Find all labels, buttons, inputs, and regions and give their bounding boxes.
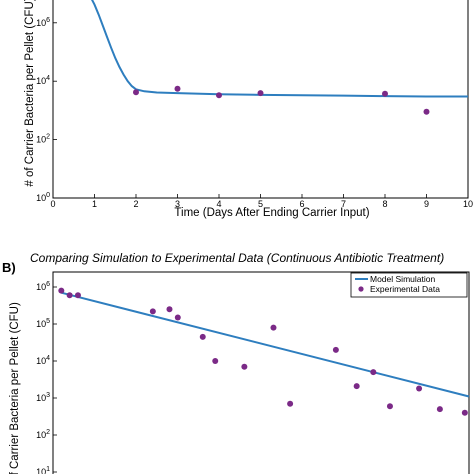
experimental-data-point bbox=[287, 400, 294, 407]
data-point-a bbox=[133, 89, 139, 96]
x-tick-label-a: 2 bbox=[133, 199, 138, 209]
data-point-a bbox=[382, 90, 388, 97]
experimental-data-point bbox=[174, 314, 181, 321]
y-tick-label-b: 102 bbox=[36, 429, 50, 440]
legend-box bbox=[350, 272, 468, 298]
experimental-data-point bbox=[241, 363, 248, 370]
series-group-b bbox=[58, 287, 470, 416]
y-tick-label-a: 104 bbox=[36, 75, 50, 86]
y-tick-label-b: 104 bbox=[36, 355, 50, 366]
chart-panel-b: B) Comparing Simulation to Experimental … bbox=[2, 251, 470, 474]
legend-dot-swatch bbox=[358, 286, 364, 292]
experimental-data-point bbox=[353, 383, 360, 390]
experimental-data-point bbox=[166, 306, 173, 313]
y-axis-ticks-a: 100 102 104 106 bbox=[36, 17, 57, 203]
x-tick-label-a: 0 bbox=[50, 199, 55, 209]
y-tick-label-b: 103 bbox=[36, 392, 50, 403]
y-tick-label-b: 105 bbox=[36, 318, 50, 329]
experimental-data-point bbox=[370, 369, 377, 376]
experimental-data-point bbox=[461, 409, 468, 416]
x-tick-label-a: 10 bbox=[463, 199, 473, 209]
x-tick-label-a: 4 bbox=[216, 199, 221, 209]
experimental-data-point bbox=[386, 403, 393, 410]
x-tick-label-a: 9 bbox=[424, 199, 429, 209]
experimental-data-point bbox=[58, 287, 65, 294]
data-point-a bbox=[257, 90, 264, 97]
legend-entry-experimental: Experimental Data bbox=[370, 284, 440, 294]
chart-panel-a: 0 1 2 3 4 5 6 7 8 9 10 100 102 104 106 Time (Days Aft… bbox=[24, 0, 473, 219]
experimental-data-point bbox=[66, 292, 73, 299]
x-tick-label-a: 7 bbox=[341, 199, 346, 209]
x-axis-ticks-a: 0 1 2 3 4 5 6 7 8 9 10 bbox=[50, 194, 473, 209]
y-tick-label-b: 101 bbox=[36, 466, 50, 474]
model-simulation-line bbox=[61, 291, 470, 398]
model-curve-a bbox=[91, 0, 468, 98]
experimental-data-point bbox=[332, 346, 339, 353]
legend-b: Model Simulation Experimental Data bbox=[350, 272, 468, 298]
data-point-a bbox=[216, 92, 222, 99]
series-group-a bbox=[91, 0, 468, 115]
x-tick-label-a: 1 bbox=[92, 199, 97, 209]
x-tick-label-a: 6 bbox=[299, 199, 304, 209]
y-axis-ticks-b: 101 102 103 104 105 106 bbox=[36, 281, 57, 474]
y-axis-label-b: of Carrier Bacteria per Pellet (CFU) bbox=[9, 302, 21, 474]
y-tick-label-b: 106 bbox=[36, 281, 50, 292]
x-tick-label-a: 8 bbox=[382, 199, 387, 209]
data-point-a bbox=[174, 85, 181, 92]
x-axis-label-a: Time (Days After Ending Carrier Input) bbox=[174, 207, 369, 219]
panel-label-b: B) bbox=[2, 260, 16, 275]
experimental-data-point bbox=[436, 406, 443, 413]
experimental-data-point bbox=[199, 333, 206, 340]
experimental-data-point bbox=[212, 358, 219, 364]
plot-area-b bbox=[52, 271, 470, 474]
experimental-data-point bbox=[149, 308, 156, 315]
experimental-data-point bbox=[270, 324, 277, 331]
y-tick-label-a: 100 bbox=[36, 192, 50, 203]
experimental-data-point bbox=[74, 292, 81, 299]
y-tick-label-a: 102 bbox=[36, 134, 50, 145]
chart-title-b: Comparing Simulation to Experimental Dat… bbox=[30, 251, 444, 265]
experimental-data-point bbox=[416, 385, 423, 392]
y-axis-label-a: # of Carrier Bacteria per Pellet (CFU) bbox=[24, 0, 36, 187]
data-point-a bbox=[423, 108, 430, 115]
x-tick-label-a: 3 bbox=[175, 199, 180, 209]
legend-entry-model: Model Simulation bbox=[370, 274, 435, 284]
x-tick-label-a: 5 bbox=[258, 199, 263, 209]
y-tick-label-a: 106 bbox=[36, 17, 50, 28]
